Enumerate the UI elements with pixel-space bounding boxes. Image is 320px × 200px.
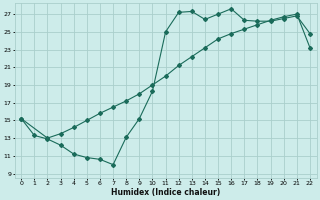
X-axis label: Humidex (Indice chaleur): Humidex (Indice chaleur) [111,188,220,197]
